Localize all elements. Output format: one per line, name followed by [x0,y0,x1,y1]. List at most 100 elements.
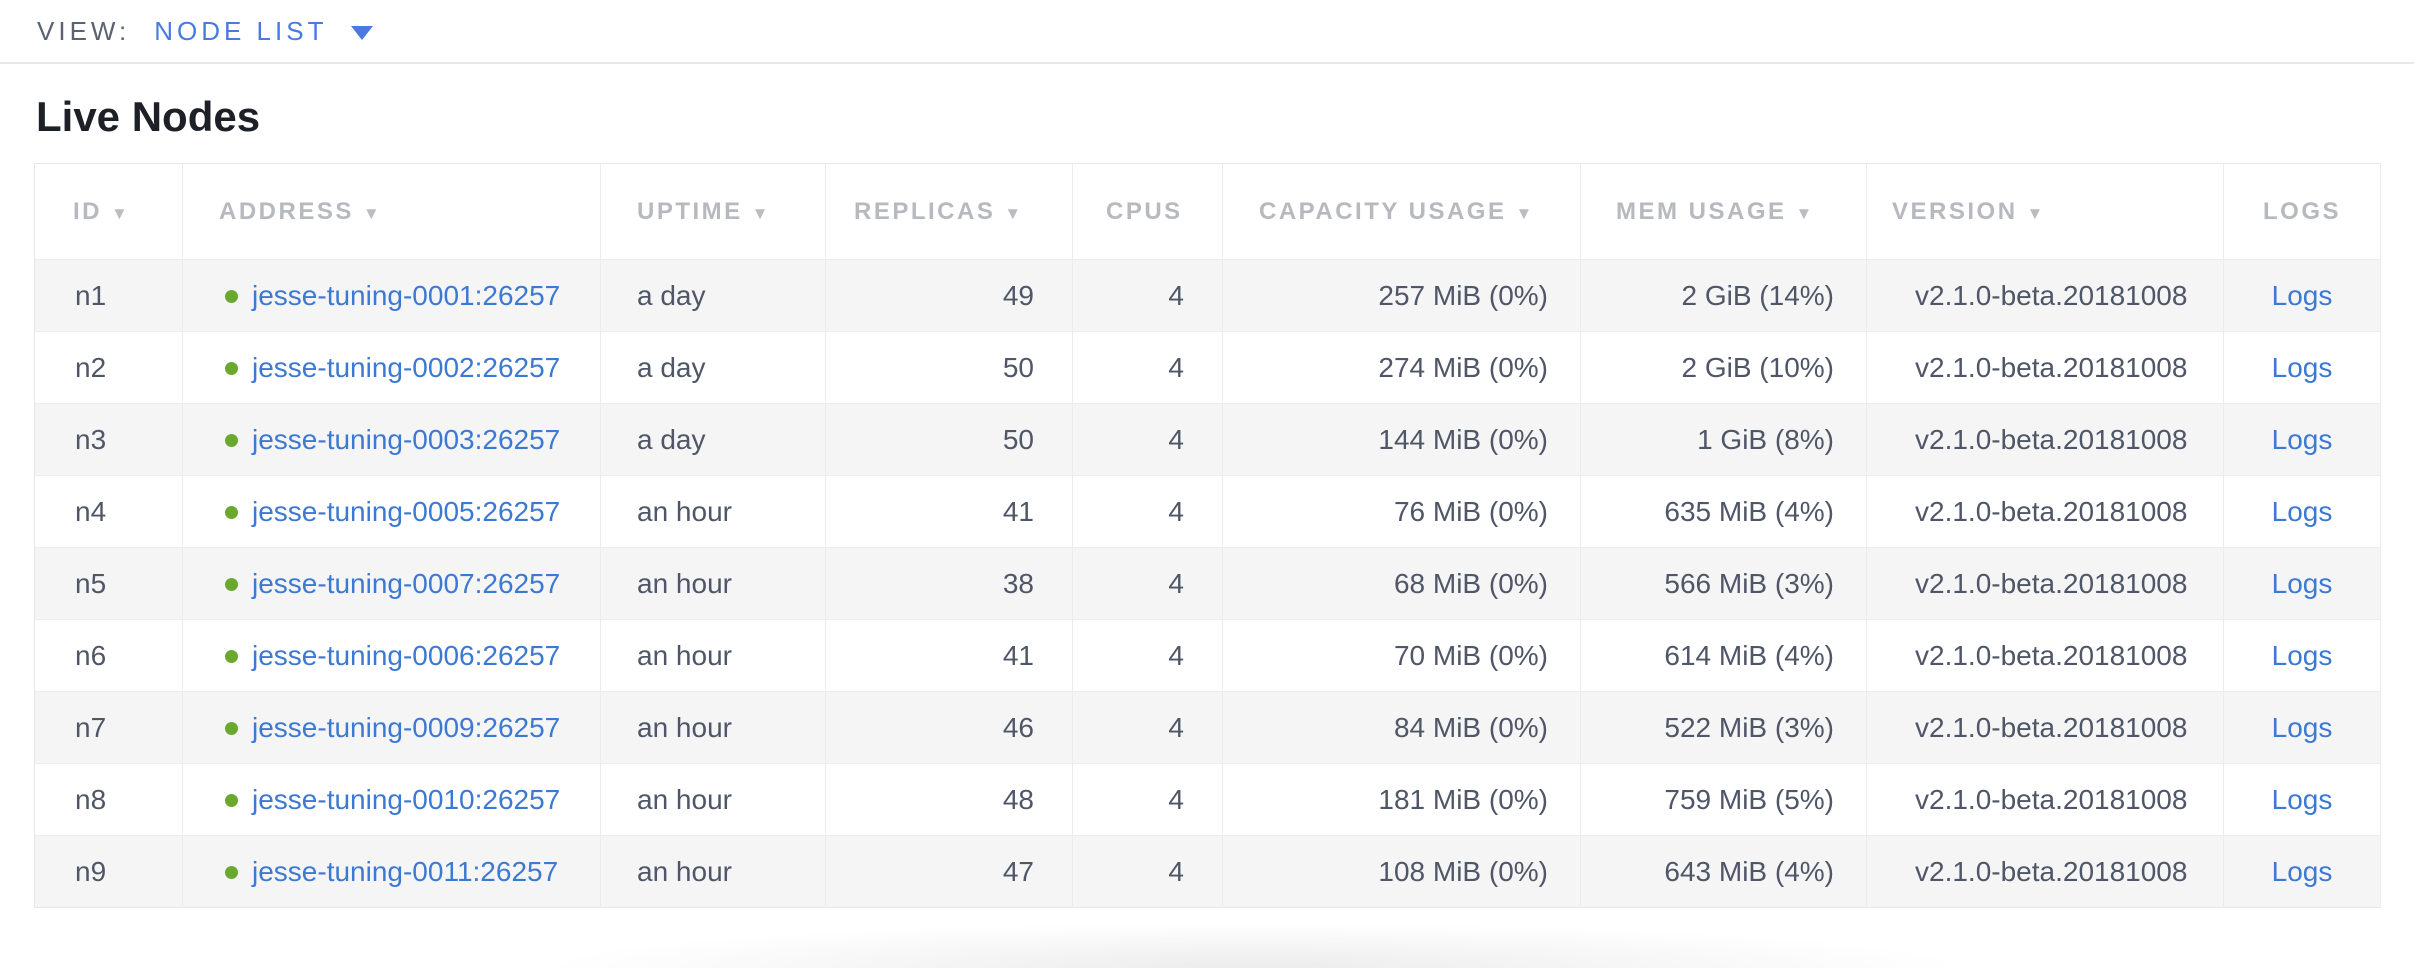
column-header-id[interactable]: ID ▼ [34,163,183,260]
column-header-cpus: CPUS [1072,163,1223,260]
cell-cpus: 4 [1072,403,1223,476]
node-live-status-icon [225,289,238,303]
table-row: n3 jesse-tuning-0003:26257 a day 50 4 144 MiB… [34,403,2381,476]
node-live-status-icon [225,361,238,375]
node-logs-link[interactable]: Logs [2271,495,2333,527]
cell-address: jesse-tuning-0009:26257 [182,691,601,764]
cell-address: jesse-tuning-0011:26257 [182,835,601,908]
cell-id: n7 [34,691,183,764]
node-logs-link[interactable]: Logs [2271,567,2333,599]
node-address-link[interactable]: jesse-tuning-0006:26257 [252,639,561,671]
column-header-uptime[interactable]: UPTIME ▼ [600,163,826,260]
cell-capacity: 108 MiB (0%) [1222,835,1581,908]
cell-capacity: 257 MiB (0%) [1222,259,1581,332]
cell-replicas: 41 [825,619,1073,692]
cell-logs: Logs [2223,691,2381,764]
column-header-mem-usage[interactable]: MEM USAGE ▼ [1580,163,1867,260]
cell-mem: 2 GiB (14%) [1580,259,1867,332]
cell-replicas: 50 [825,331,1073,404]
cell-capacity: 144 MiB (0%) [1222,403,1581,476]
view-selector-dropdown[interactable]: NODE LIST [154,16,374,47]
column-header-capacity-usage[interactable]: CAPACITY USAGE ▼ [1222,163,1581,260]
node-address-link[interactable]: jesse-tuning-0003:26257 [252,423,561,455]
offscreen-element-shadow [560,924,1950,968]
node-logs-link[interactable]: Logs [2271,351,2333,383]
node-address-link[interactable]: jesse-tuning-0011:26257 [252,855,559,887]
cell-uptime: an hour [600,691,826,764]
cell-capacity: 68 MiB (0%) [1222,547,1581,620]
table-row: n7 jesse-tuning-0009:26257 an hour 46 4 84 Mi… [34,691,2381,764]
cell-cpus: 4 [1072,547,1223,620]
node-live-status-icon [225,433,238,447]
sort-desc-icon: ▼ [1004,203,1024,223]
node-table-body: n1 jesse-tuning-0001:26257 a day 49 4 257 MiB… [34,259,2381,908]
cell-replicas: 50 [825,403,1073,476]
cell-address: jesse-tuning-0005:26257 [182,475,601,548]
table-row: n4 jesse-tuning-0005:26257 an hour 41 4 76 Mi… [34,475,2381,548]
node-live-status-icon [225,865,238,879]
node-live-status-icon [225,793,238,807]
sort-desc-icon: ▼ [362,203,383,223]
node-logs-link[interactable]: Logs [2271,783,2333,815]
view-label: VIEW: [37,15,131,46]
cell-id: n5 [34,547,183,620]
node-address-link[interactable]: jesse-tuning-0002:26257 [252,351,561,383]
node-address-link[interactable]: jesse-tuning-0010:26257 [252,783,561,815]
column-header-label: CPUS [1106,197,1183,225]
cell-mem: 522 MiB (3%) [1580,691,1867,764]
table-row: n2 jesse-tuning-0002:26257 a day 50 4 274 MiB… [34,331,2381,404]
table-row: n1 jesse-tuning-0001:26257 a day 49 4 257 MiB… [34,259,2381,332]
column-header-label: ID [73,197,102,225]
sort-desc-icon: ▼ [1515,203,1535,223]
cell-version: v2.1.0-beta.20181008 [1866,259,2224,332]
cell-logs: Logs [2223,835,2381,908]
cell-id: n9 [34,835,183,908]
cell-id: n6 [34,619,183,692]
view-bar: VIEW: NODE LIST [0,0,2414,62]
cell-id: n1 [34,259,183,332]
cell-address: jesse-tuning-0007:26257 [182,547,601,620]
cell-cpus: 4 [1072,331,1223,404]
cell-mem: 759 MiB (5%) [1580,763,1867,836]
cell-uptime: an hour [600,547,826,620]
cell-replicas: 46 [825,691,1073,764]
table-row: n8 jesse-tuning-0010:26257 an hour 48 4 181 M… [34,763,2381,836]
cell-cpus: 4 [1072,691,1223,764]
cell-replicas: 38 [825,547,1073,620]
cell-mem: 2 GiB (10%) [1580,331,1867,404]
node-logs-link[interactable]: Logs [2271,639,2333,671]
cell-cpus: 4 [1072,259,1223,332]
cell-logs: Logs [2223,403,2381,476]
node-address-link[interactable]: jesse-tuning-0007:26257 [252,567,561,599]
node-address-link[interactable]: jesse-tuning-0009:26257 [252,711,561,743]
node-logs-link[interactable]: Logs [2271,711,2333,743]
header-divider [0,62,2414,64]
cell-id: n2 [34,331,183,404]
cell-version: v2.1.0-beta.20181008 [1866,763,2224,836]
column-header-replicas[interactable]: REPLICAS ▼ [825,163,1073,260]
column-header-version[interactable]: VERSION ▼ [1866,163,2224,260]
caret-down-icon [351,25,374,40]
cell-logs: Logs [2223,259,2381,332]
column-header-address[interactable]: ADDRESS ▼ [182,163,601,260]
cell-cpus: 4 [1072,763,1223,836]
node-logs-link[interactable]: Logs [2271,423,2333,455]
node-address-link[interactable]: jesse-tuning-0005:26257 [252,495,561,527]
sort-desc-icon: ▼ [2026,203,2046,223]
node-logs-link[interactable]: Logs [2271,279,2333,311]
cell-uptime: an hour [600,763,826,836]
cell-uptime: an hour [600,475,826,548]
cell-logs: Logs [2223,475,2381,548]
cell-capacity: 274 MiB (0%) [1222,331,1581,404]
cell-address: jesse-tuning-0010:26257 [182,763,601,836]
node-logs-link[interactable]: Logs [2271,855,2333,887]
cell-uptime: an hour [600,835,826,908]
cell-id: n8 [34,763,183,836]
node-address-link[interactable]: jesse-tuning-0001:26257 [252,279,561,311]
node-live-status-icon [225,577,238,591]
page-title: Live Nodes [36,93,261,140]
cell-version: v2.1.0-beta.20181008 [1866,475,2224,548]
cell-id: n3 [34,403,183,476]
cell-cpus: 4 [1072,619,1223,692]
cell-replicas: 49 [825,259,1073,332]
